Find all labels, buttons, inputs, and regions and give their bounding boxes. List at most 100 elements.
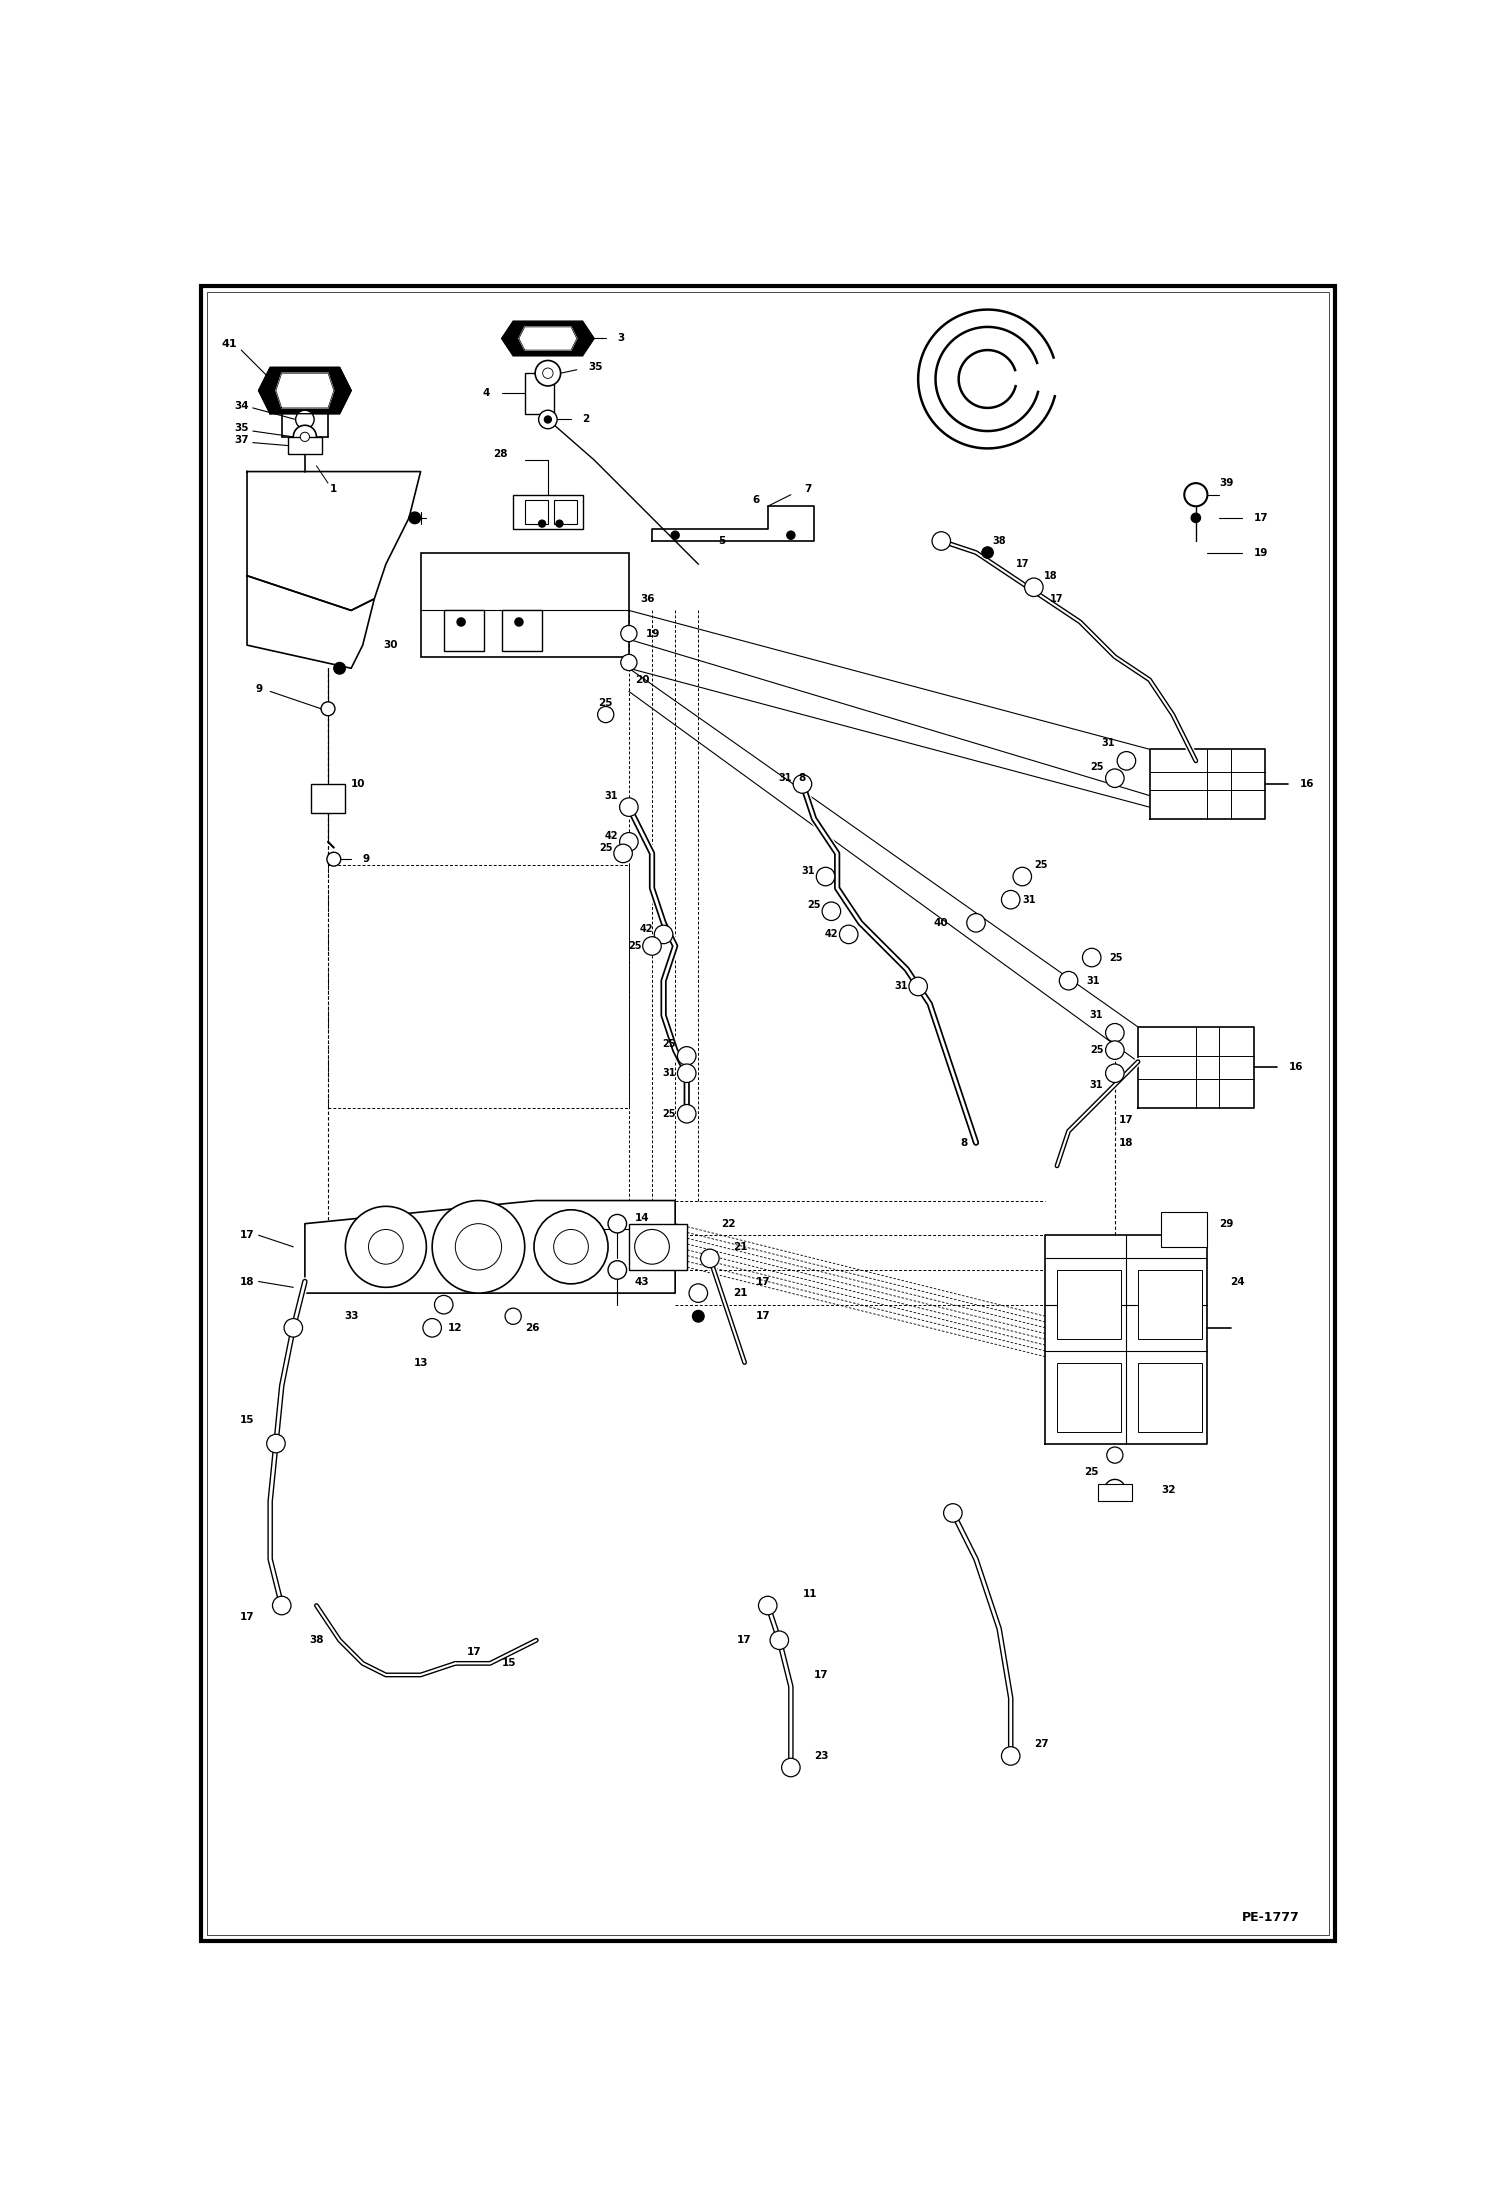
Bar: [629, 1224, 686, 1270]
Text: 15: 15: [240, 1415, 255, 1426]
Circle shape: [542, 369, 553, 377]
Text: 8: 8: [798, 772, 806, 783]
Circle shape: [334, 663, 346, 674]
Circle shape: [535, 360, 560, 386]
Circle shape: [533, 1209, 608, 1283]
Polygon shape: [502, 320, 595, 355]
Circle shape: [635, 1229, 670, 1264]
Circle shape: [816, 867, 834, 886]
Circle shape: [614, 845, 632, 862]
Text: 18: 18: [240, 1277, 255, 1286]
Circle shape: [300, 432, 310, 441]
Text: 4: 4: [482, 388, 490, 399]
Text: 31: 31: [1089, 1011, 1104, 1020]
Text: 25: 25: [1034, 860, 1047, 871]
Text: 25: 25: [1109, 952, 1122, 963]
Bar: [554, 500, 577, 524]
Text: 17: 17: [240, 1613, 255, 1621]
Circle shape: [434, 1294, 452, 1314]
Bar: [1098, 1483, 1132, 1501]
Text: 7: 7: [804, 485, 812, 494]
Text: 30: 30: [383, 641, 397, 649]
Text: 11: 11: [803, 1588, 816, 1599]
Circle shape: [1083, 948, 1101, 968]
Circle shape: [786, 531, 795, 540]
Circle shape: [932, 531, 951, 551]
Polygon shape: [1046, 1235, 1207, 1444]
Circle shape: [295, 410, 315, 428]
Text: 8: 8: [960, 1139, 968, 1147]
Circle shape: [409, 511, 421, 524]
Text: 9: 9: [363, 853, 370, 864]
Bar: [1058, 1362, 1121, 1433]
Text: 26: 26: [524, 1323, 539, 1332]
Polygon shape: [259, 366, 351, 415]
Circle shape: [909, 976, 927, 996]
Circle shape: [839, 926, 858, 943]
Circle shape: [620, 625, 637, 641]
Circle shape: [692, 1310, 704, 1323]
Bar: [514, 494, 583, 529]
Polygon shape: [518, 327, 577, 351]
Text: 35: 35: [589, 362, 602, 373]
Bar: [288, 437, 322, 454]
Text: 23: 23: [813, 1751, 828, 1762]
Circle shape: [505, 1308, 521, 1325]
Circle shape: [770, 1630, 788, 1650]
Polygon shape: [247, 472, 421, 610]
Circle shape: [327, 851, 340, 867]
Bar: [524, 500, 548, 524]
Text: 31: 31: [662, 1068, 676, 1077]
Bar: [421, 553, 629, 656]
Circle shape: [1025, 577, 1043, 597]
Bar: [524, 373, 554, 415]
Text: 3: 3: [617, 333, 625, 344]
Text: 36: 36: [641, 595, 655, 603]
Text: 16: 16: [1300, 779, 1315, 790]
Text: 40: 40: [933, 917, 948, 928]
Text: 25: 25: [628, 941, 641, 950]
Circle shape: [677, 1064, 697, 1082]
Text: 20: 20: [635, 676, 649, 685]
Bar: [310, 783, 346, 814]
Circle shape: [431, 1200, 524, 1292]
Bar: [443, 610, 484, 652]
Text: 39: 39: [1219, 478, 1233, 487]
Bar: [1058, 1270, 1121, 1338]
Text: 25: 25: [1089, 761, 1104, 772]
Text: 18: 18: [1044, 570, 1058, 581]
Text: 38: 38: [992, 535, 1007, 546]
Polygon shape: [1138, 1027, 1254, 1108]
Circle shape: [1106, 1064, 1124, 1082]
Circle shape: [655, 926, 673, 943]
Polygon shape: [247, 575, 374, 669]
Text: 17: 17: [467, 1648, 481, 1656]
Circle shape: [554, 1229, 589, 1264]
Text: 27: 27: [1034, 1740, 1049, 1749]
Circle shape: [792, 774, 812, 794]
Circle shape: [608, 1262, 626, 1279]
Text: 25: 25: [1085, 1468, 1100, 1477]
Circle shape: [1107, 1448, 1124, 1463]
Circle shape: [620, 654, 637, 671]
Circle shape: [1106, 1025, 1124, 1042]
Text: 17: 17: [737, 1635, 752, 1646]
Circle shape: [677, 1047, 697, 1064]
Text: 31: 31: [1089, 1079, 1104, 1090]
Text: 17: 17: [813, 1670, 828, 1681]
Circle shape: [701, 1248, 719, 1268]
Circle shape: [539, 410, 557, 428]
Circle shape: [455, 1224, 502, 1270]
Circle shape: [346, 1207, 427, 1288]
Circle shape: [294, 426, 316, 448]
Bar: [1138, 1270, 1201, 1338]
Text: 31: 31: [1086, 976, 1100, 985]
Text: 31: 31: [605, 790, 619, 801]
Text: 17: 17: [240, 1231, 255, 1240]
Text: 21: 21: [733, 1288, 748, 1299]
Text: 28: 28: [493, 450, 508, 459]
Text: 13: 13: [413, 1358, 428, 1367]
Text: 12: 12: [448, 1323, 463, 1332]
Text: 6: 6: [752, 496, 759, 505]
Polygon shape: [1149, 750, 1266, 818]
